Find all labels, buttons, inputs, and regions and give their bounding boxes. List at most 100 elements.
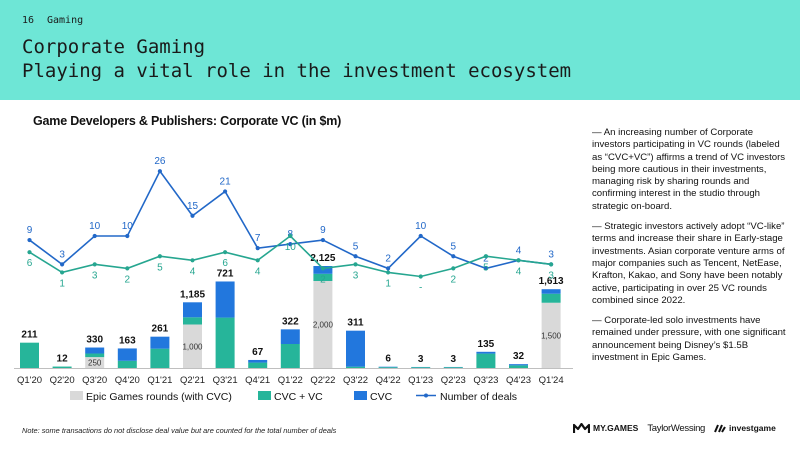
deal-point <box>516 258 521 263</box>
bar-cvc-Q1'21 <box>150 336 170 349</box>
bar-cvc-Q1'24 <box>541 289 561 294</box>
deal-point <box>288 242 293 247</box>
x-tick-label: Q1'22 <box>278 375 303 386</box>
bar-cvc-vc-Q2'21 <box>183 317 202 325</box>
deal-count-label: 3 <box>59 249 65 260</box>
x-tick-label: Q3'20 <box>82 375 107 386</box>
x-tick-label: Q4'22 <box>376 375 401 386</box>
deal-point <box>60 262 65 267</box>
note-strategic-investors: — Strategic investors actively adopt “VC… <box>592 221 785 306</box>
deal-point <box>157 169 162 174</box>
deal-count-label: 2 <box>451 274 457 285</box>
x-tick-label: Q3'21 <box>213 375 238 386</box>
bar-total-label: 3 <box>451 354 457 365</box>
bar-cvc-vc-Q3'23 <box>476 353 496 368</box>
note-solo-investments: — Corporate-led solo investments have re… <box>592 315 786 364</box>
bar-cvc-vc-Q3'21 <box>215 317 235 368</box>
legend-label: CVC + VC <box>274 391 323 403</box>
deal-count-label: 4 <box>516 245 522 256</box>
legend-swatch <box>258 391 271 400</box>
bar-cvc-vc-Q1'21 <box>150 348 170 368</box>
legend-label: CVC <box>370 391 393 403</box>
bar-cvc-Q4'20 <box>117 348 137 361</box>
bar-total-label: 261 <box>152 324 169 335</box>
bar-epic-Q2'21 <box>183 324 202 368</box>
corporate-vc-chart: 211Q1'2012Q2'20250330Q3'20163Q4'20261Q1'… <box>14 156 573 403</box>
bar-total-label: 12 <box>57 354 69 365</box>
deal-point <box>255 258 260 263</box>
deal-point <box>386 266 391 271</box>
deal-count-label: 4 <box>255 266 261 277</box>
bar-cvc-vc-Q4'20 <box>117 360 137 368</box>
deal-count-label: 26 <box>154 156 166 167</box>
partner-logos: MY.GAMES TaylorWessing investgame <box>573 420 776 436</box>
deal-point <box>451 266 456 271</box>
deal-point <box>92 233 97 239</box>
bar-cvc-vc-Q2'23 <box>443 367 463 368</box>
bar-total-label: 6 <box>385 354 391 365</box>
section-label: Gaming <box>47 15 84 26</box>
bar-cvc-vc-Q3'20 <box>85 353 105 358</box>
deal-count-label: 9 <box>27 225 33 236</box>
deal-count-label: 4 <box>190 266 196 277</box>
x-tick-label: Q2'21 <box>180 375 205 386</box>
deal-count-label: 3 <box>353 270 359 281</box>
bar-total-label: 135 <box>478 339 495 350</box>
bar-total-label: 32 <box>513 351 525 362</box>
x-tick-label: Q4'23 <box>506 375 531 386</box>
deal-point <box>353 262 358 267</box>
bar-epic-label: 1,000 <box>182 342 203 351</box>
bar-cvc-vc-Q1'23 <box>411 367 431 368</box>
deal-point <box>483 254 488 259</box>
deal-point <box>288 233 293 239</box>
commentary-panel: — An increasing number of Corporate inve… <box>592 127 792 372</box>
bar-total-label: 330 <box>86 335 103 346</box>
page-subtitle: Playing a vital role in the investment e… <box>22 60 572 82</box>
mygames-wordmark: MY.GAMES <box>593 423 639 433</box>
legend-marker <box>424 393 428 398</box>
deal-count-label: 10 <box>89 221 101 232</box>
bar-total-label: 163 <box>119 335 136 346</box>
x-tick-label: Q3'23 <box>473 375 498 386</box>
deal-point <box>353 254 358 259</box>
legend-swatch <box>70 391 83 400</box>
bar-cvc-Q1'22 <box>280 329 300 344</box>
deal-count-label: 10 <box>415 221 427 232</box>
bar-epic-Q1'24 <box>541 302 561 368</box>
deal-count-label: 9 <box>320 225 326 236</box>
header-band: 16 Gaming Corporate Gaming Playing a vit… <box>0 0 800 100</box>
deal-count-label: 2 <box>320 274 326 285</box>
bar-cvc-vc-Q4'23 <box>509 365 528 368</box>
taylorwessing-logo: TaylorWessing <box>647 422 706 434</box>
bar-cvc-vc-Q3'22 <box>346 366 365 368</box>
x-tick-label: Q2'20 <box>50 375 75 386</box>
bar-cvc-vc-Q1'24 <box>541 293 561 303</box>
bar-total-label: 311 <box>347 318 364 329</box>
deal-point <box>223 189 228 194</box>
bar-total-label: 1,185 <box>180 289 205 300</box>
deal-count-label: 6 <box>27 258 33 269</box>
deal-count-label: - <box>419 283 422 294</box>
deal-point <box>125 233 130 239</box>
bar-cvc-Q3'20 <box>85 347 105 354</box>
page-title: Corporate Gaming <box>22 36 206 58</box>
deal-count-label: 5 <box>157 262 163 273</box>
mygames-logo: MY.GAMES <box>573 422 639 434</box>
deal-count-label: 1 <box>59 278 65 289</box>
deal-point <box>27 237 32 243</box>
bar-epic-Q3'20 <box>85 357 105 368</box>
deal-count-label: 4 <box>516 266 522 277</box>
mygames-m-icon <box>573 422 590 433</box>
x-tick-label: Q2'23 <box>441 375 466 386</box>
x-tick-label: Q1'20 <box>17 375 42 386</box>
page-number: 16 <box>22 15 35 26</box>
bar-cvc-vc-Q1'20 <box>20 342 39 368</box>
bar-cvc-vc-Q1'22 <box>280 344 300 368</box>
chart-title: Game Developers & Publishers: Corporate … <box>33 114 342 128</box>
bar-cvc-Q3'23 <box>476 351 496 354</box>
bar-epic-Q2'22 <box>313 281 333 368</box>
legend-label: Epic Games rounds (with CVC) <box>86 391 232 403</box>
bar-epic-label: 250 <box>88 359 102 368</box>
deal-point <box>320 266 325 271</box>
deal-count-label: 21 <box>220 176 232 187</box>
